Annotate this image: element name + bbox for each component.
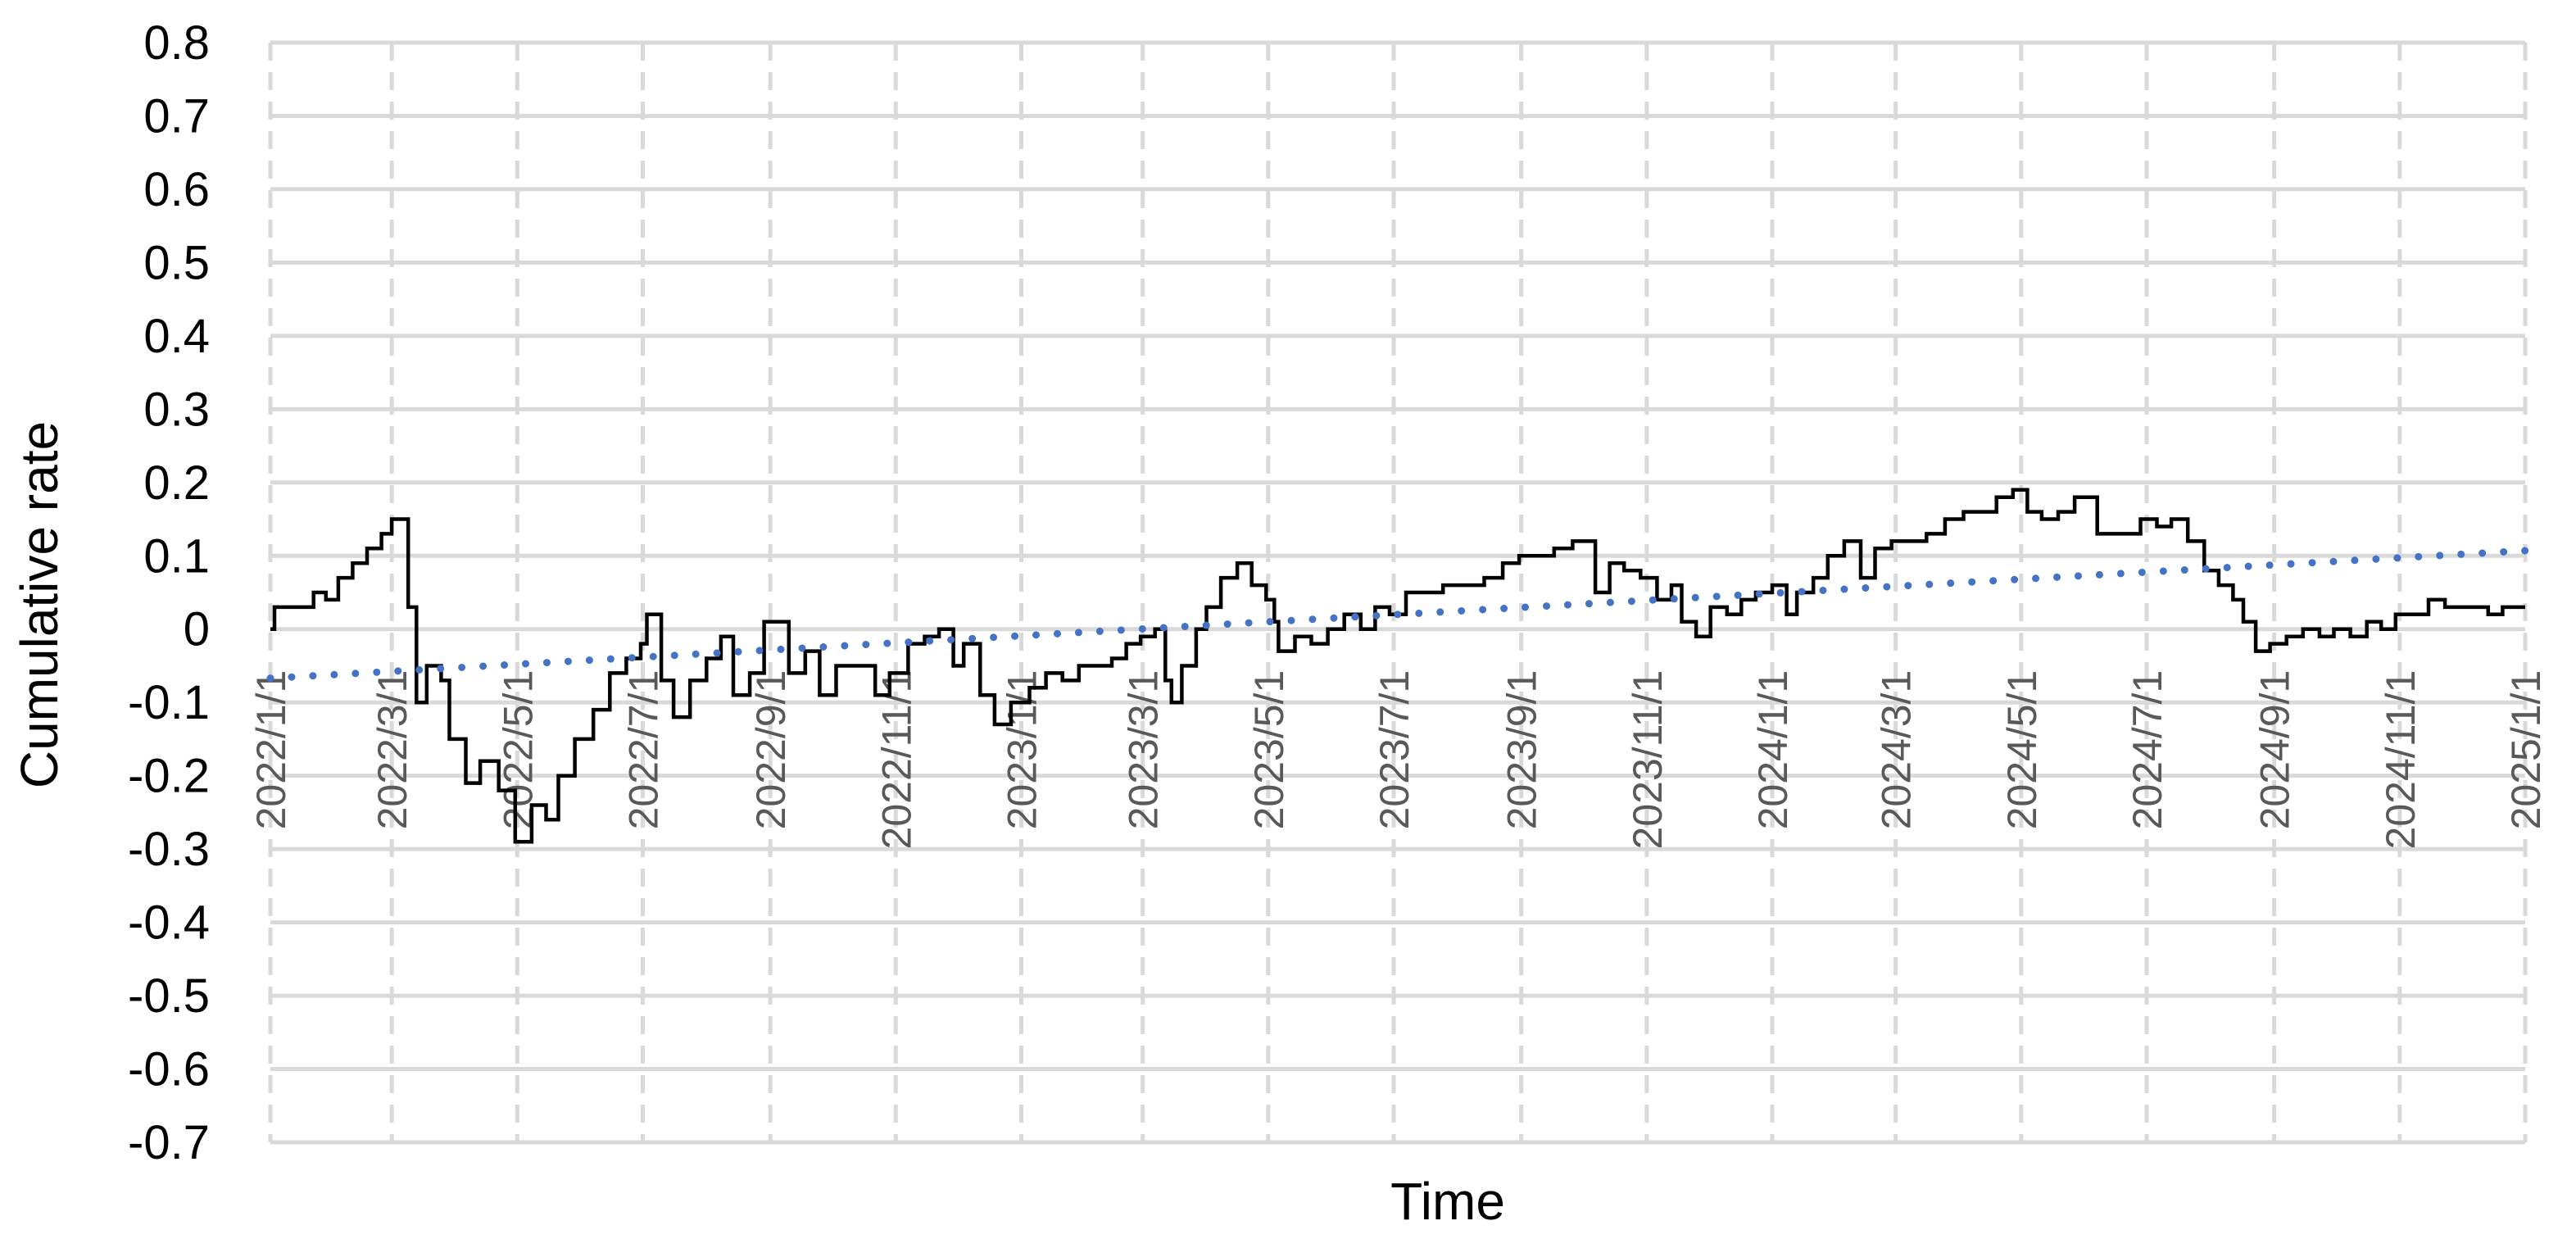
x-tick-label: 2024/11/1 [2378,670,2424,850]
x-axis-label: Time [1390,1172,1505,1231]
x-tick-label: 2023/5/1 [1246,670,1292,830]
cumulative-rate-line [270,488,2525,844]
y-tick-label: -0.2 [128,750,210,803]
y-tick-label: -0.7 [128,1116,210,1169]
x-tick-label: 2023/3/1 [1121,670,1167,830]
y-tick-label: -0.5 [128,969,210,1023]
trend-line [266,547,2529,683]
x-tick-label: 2025/1/1 [2503,670,2549,830]
y-tick-label: 0.4 [143,310,210,363]
x-tick-label: 2022/5/1 [495,670,541,830]
y-tick-label: 0.7 [143,89,210,143]
x-tick-label: 2023/11/1 [1625,670,1671,850]
y-tick-labels: 0.8 0.7 0.6 0.5 0.4 0.3 0.2 0.1 0 -0.1 -0.2 -0.3 -0.… [128,16,210,1169]
y-tick-label: 0.2 [143,456,210,510]
y-tick-label: -0.6 [128,1043,210,1096]
x-tick-label: 2022/7/1 [620,670,666,830]
x-tick-label: 2023/7/1 [1372,670,1417,830]
x-tick-label: 2023/1/1 [999,670,1045,830]
x-tick-label: 2024/3/1 [1874,670,1920,830]
y-tick-label: 0.8 [143,16,210,70]
x-tick-label: 2024/1/1 [1750,670,1796,830]
chart-grid [268,40,2528,1145]
x-tick-label: 2022/1/1 [248,670,294,830]
y-tick-label: 0.5 [143,236,210,289]
y-tick-label: -0.3 [128,823,210,876]
y-tick-label: 0 [184,603,210,656]
x-tick-label: 2023/9/1 [1499,670,1545,830]
x-tick-label: 2022/9/1 [748,670,794,830]
y-tick-label: 0.3 [143,383,210,436]
y-tick-label: 0.6 [143,163,210,216]
x-tick-label: 2024/5/1 [1999,670,2045,830]
x-tick-label: 2022/3/1 [370,670,415,830]
x-tick-label: 2024/7/1 [2125,670,2170,830]
y-tick-label: 0.1 [143,529,210,583]
x-tick-labels: 2022/1/1 2022/3/1 2022/5/1 2022/7/1 2022/9/1… [248,670,2549,850]
y-tick-label: -0.1 [128,676,210,729]
y-tick-label: -0.4 [128,896,210,950]
y-axis-label: Cumulative rate [10,421,69,788]
x-tick-label: 2024/9/1 [2252,670,2298,830]
x-tick-label: 2022/11/1 [873,670,919,850]
